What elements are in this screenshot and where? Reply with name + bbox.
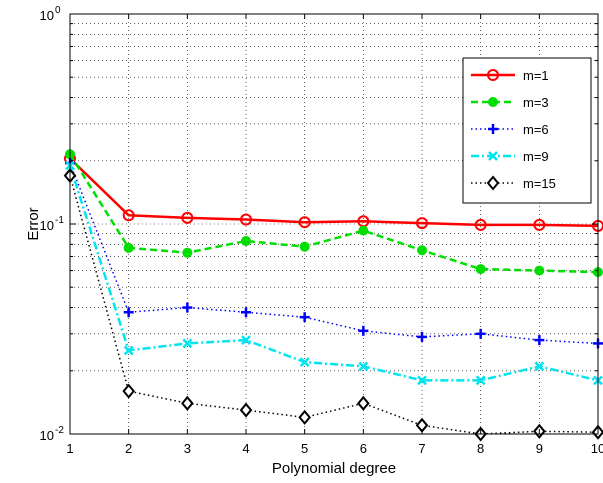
series-layer xyxy=(63,149,603,442)
data-point xyxy=(182,302,193,313)
data-point xyxy=(416,217,428,230)
data-point xyxy=(299,241,310,252)
legend-label: m=3 xyxy=(523,95,549,110)
data-point xyxy=(358,225,369,236)
axis-ticks xyxy=(69,14,599,435)
data-point xyxy=(475,375,486,386)
legend-label: m=9 xyxy=(523,149,549,164)
series-line xyxy=(69,175,599,435)
legend-item-m=15: m=15 xyxy=(471,175,556,191)
legend-marker xyxy=(488,124,498,134)
data-point xyxy=(239,402,253,418)
data-point xyxy=(123,345,134,356)
y-tick-label: 10 xyxy=(40,428,54,443)
y-tick-exponent: -1 xyxy=(55,215,64,226)
x-tick-label: 10 xyxy=(591,441,603,456)
y-axis-label: Error xyxy=(25,207,42,240)
data-point xyxy=(417,375,427,386)
x-tick-label: 9 xyxy=(536,441,543,456)
data-point xyxy=(240,213,252,226)
series-m=3 xyxy=(65,149,603,278)
x-tick-label: 4 xyxy=(242,441,249,456)
legend-box xyxy=(462,57,592,204)
x-tick-label: 6 xyxy=(360,441,367,456)
data-point xyxy=(474,218,487,231)
data-point xyxy=(241,335,251,345)
series-line xyxy=(68,153,599,274)
data-point xyxy=(123,307,134,318)
x-tick-label: 3 xyxy=(184,441,191,456)
legend-marker xyxy=(488,151,498,161)
data-point xyxy=(298,216,311,229)
series-line xyxy=(68,165,599,382)
legend-label: m=6 xyxy=(523,122,549,137)
legend-marker xyxy=(486,175,500,191)
legend-item-m=6: m=6 xyxy=(471,122,549,137)
data-point xyxy=(417,245,427,256)
x-tick-label: 8 xyxy=(477,441,484,456)
legend: m=1 m=3 m=6 m=9 m=15 xyxy=(462,57,592,204)
x-tick-label: 5 xyxy=(301,441,308,456)
data-point xyxy=(358,361,369,372)
series-line xyxy=(69,157,599,228)
legend-item-m=1: m=1 xyxy=(471,68,549,83)
x-tick-label: 1 xyxy=(66,441,73,456)
legend-label: m=15 xyxy=(523,176,556,191)
data-point xyxy=(182,338,193,349)
data-point xyxy=(475,264,486,275)
data-point xyxy=(241,235,251,246)
x-axis-label: Polynomial degree xyxy=(272,460,396,477)
x-tick-label: 7 xyxy=(418,441,425,456)
legend-label: m=1 xyxy=(523,68,549,83)
data-point xyxy=(533,218,546,231)
y-tick-exponent: 0 xyxy=(55,5,61,16)
data-point xyxy=(358,325,369,336)
data-point xyxy=(357,395,370,411)
legend-marker xyxy=(488,97,498,107)
series-m=9 xyxy=(65,160,603,386)
data-point xyxy=(534,361,545,372)
data-point xyxy=(181,211,194,224)
data-point xyxy=(299,312,310,323)
data-point xyxy=(122,209,135,222)
data-point xyxy=(534,335,545,346)
data-point xyxy=(241,307,251,318)
data-point xyxy=(123,242,134,253)
y-tick-label: 10 xyxy=(40,218,54,233)
data-point xyxy=(417,331,427,342)
y-tick-label: 10 xyxy=(40,8,54,23)
data-point xyxy=(475,328,486,339)
data-point xyxy=(181,395,194,411)
data-point xyxy=(298,409,311,425)
legend-item-m=9: m=9 xyxy=(471,149,549,164)
data-point xyxy=(534,265,545,276)
data-point xyxy=(299,357,310,367)
legend-marker xyxy=(487,69,499,81)
series-line xyxy=(69,162,599,345)
x-tick-label: 2 xyxy=(125,441,132,456)
data-point xyxy=(122,383,135,399)
y-tick-exponent: -2 xyxy=(55,425,64,436)
legend-item-m=3: m=3 xyxy=(471,95,549,110)
data-point xyxy=(182,247,193,258)
